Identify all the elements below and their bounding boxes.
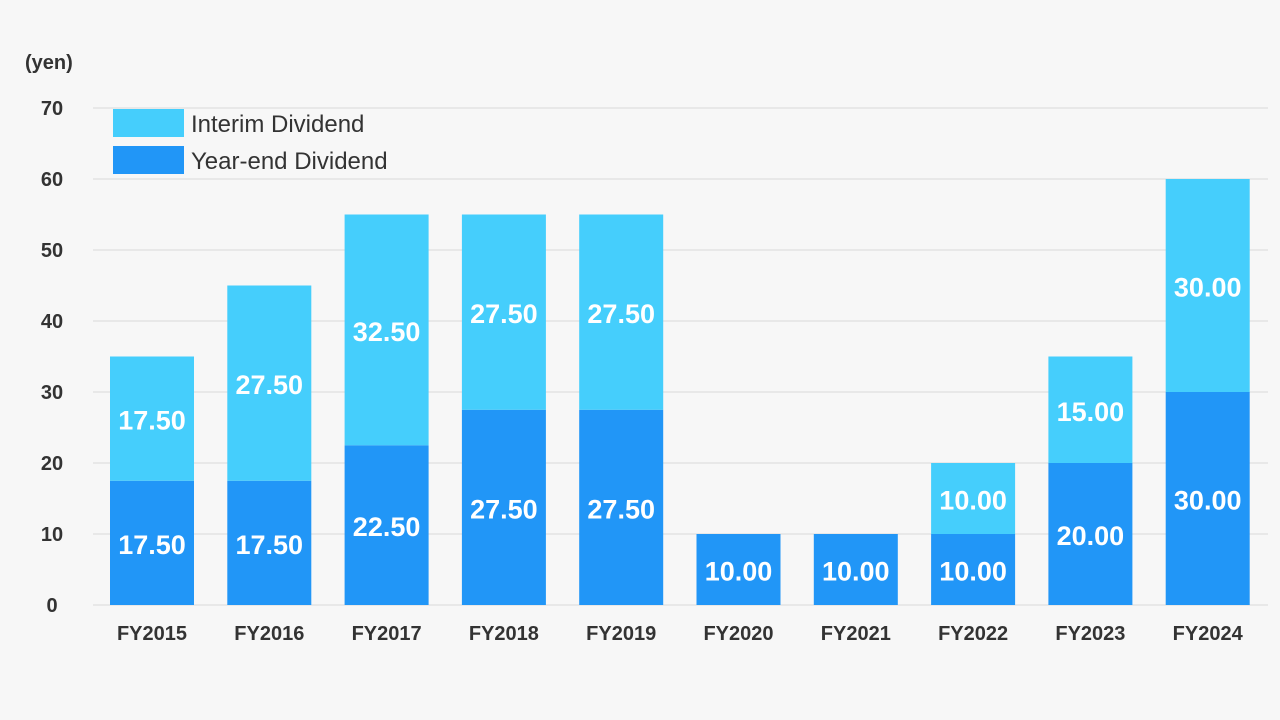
year-end-dividend-data-label: 10.00	[705, 557, 773, 587]
y-axis-unit-label: (yen)	[25, 52, 73, 74]
interim-dividend-data-label: 27.50	[236, 370, 304, 400]
legend-swatch-year-end-dividend	[113, 146, 184, 174]
x-axis-labels: FY2015 FY2016 FY2017 FY2018 FY2019 FY2020 FY20…	[117, 623, 1244, 645]
x-category-label: FY2020	[703, 623, 773, 645]
interim-dividend-bar-fy2016	[227, 285, 312, 481]
interim-dividend-data-label: 15.00	[1057, 397, 1125, 427]
y-tick-label: 50	[41, 240, 63, 262]
year-end-dividend-data-label: 20.00	[1057, 521, 1125, 551]
x-category-label: FY2024	[1173, 623, 1244, 645]
y-tick-label: 10	[41, 524, 63, 546]
y-tick-label: 60	[41, 169, 63, 191]
x-category-label: FY2021	[821, 623, 891, 645]
interim-dividend-data-label: 17.50	[118, 406, 186, 436]
interim-dividend-bar-fy2023	[1048, 356, 1133, 463]
interim-dividend-data-label: 27.50	[587, 299, 655, 329]
x-category-label: FY2015	[117, 623, 187, 645]
y-axis-ticks: 0 10 20 30 40 50 60 70	[41, 98, 63, 617]
year-end-dividend-data-label: 27.50	[587, 494, 655, 524]
legend-label-interim-dividend: Interim Dividend	[191, 111, 364, 138]
legend-label-year-end-dividend: Year-end Dividend	[191, 148, 388, 175]
interim-dividend-bar-fy2024	[1165, 179, 1250, 392]
year-end-dividend-bar-fy2016	[227, 480, 312, 605]
year-end-dividend-bar-fy2024	[1165, 392, 1250, 605]
year-end-dividend-bar-fy2017	[344, 445, 429, 605]
year-end-dividend-data-label: 22.50	[353, 512, 421, 542]
y-tick-label: 30	[41, 382, 63, 404]
y-tick-label: 70	[41, 98, 63, 120]
year-end-dividend-bar-fy2019	[579, 409, 664, 605]
year-end-dividend-bar-fy2023	[1048, 463, 1133, 605]
year-end-dividend-data-label: 30.00	[1174, 486, 1242, 516]
x-category-label: FY2023	[1055, 623, 1125, 645]
interim-dividend-bar-fy2017	[344, 214, 429, 446]
interim-dividend-bar-fy2015	[110, 356, 194, 481]
x-category-label: FY2017	[352, 623, 422, 645]
year-end-dividend-data-label: 17.50	[236, 530, 304, 560]
interim-dividend-bar-fy2019	[579, 214, 664, 410]
interim-dividend-bar-fy2022	[931, 463, 1016, 534]
x-category-label: FY2016	[234, 623, 304, 645]
interim-dividend-bar-fy2018	[461, 214, 546, 410]
year-end-dividend-data-label: 17.50	[118, 530, 186, 560]
year-end-dividend-data-label: 10.00	[939, 557, 1007, 587]
year-end-dividend-data-label: 27.50	[470, 494, 538, 524]
legend: Interim Dividend Year-end Dividend	[113, 109, 388, 175]
interim-dividend-data-label: 32.50	[353, 317, 421, 347]
year-end-dividend-data-label: 10.00	[822, 557, 890, 587]
y-tick-label: 0	[46, 595, 57, 617]
x-category-label: FY2018	[469, 623, 539, 645]
interim-dividend-data-label: 30.00	[1174, 273, 1242, 303]
interim-dividend-data-label: 10.00	[939, 486, 1007, 516]
year-end-dividend-bar-fy2015	[110, 480, 194, 605]
y-tick-label: 40	[41, 311, 63, 333]
year-end-dividend-bar-fy2018	[461, 409, 546, 605]
x-category-label: FY2019	[586, 623, 656, 645]
legend-swatch-interim-dividend	[113, 109, 184, 137]
interim-dividend-data-label: 27.50	[470, 299, 538, 329]
year-end-dividend-bar-fy2020	[696, 534, 781, 605]
x-category-label: FY2022	[938, 623, 1008, 645]
year-end-dividend-bar-fy2021	[813, 534, 898, 605]
bars: 17.50 17.50 17.50 27.50 22.50 32.50 27.50 27.50…	[110, 179, 1250, 605]
y-tick-label: 20	[41, 453, 63, 475]
year-end-dividend-bar-fy2022	[931, 534, 1016, 605]
